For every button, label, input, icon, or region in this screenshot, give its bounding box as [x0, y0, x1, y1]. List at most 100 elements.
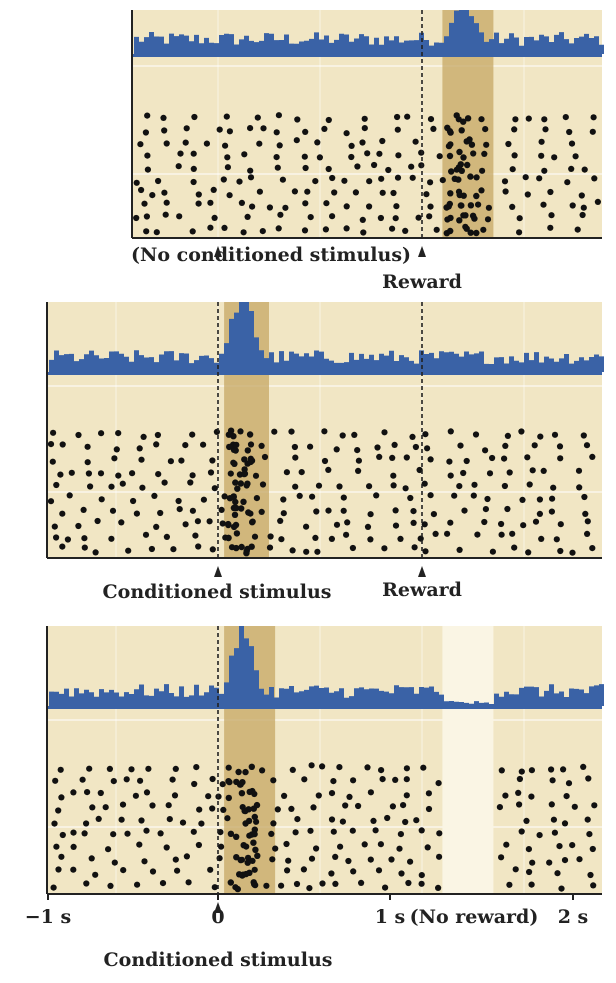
- spike-dot: [328, 816, 336, 823]
- spike-dot: [302, 164, 309, 172]
- spike-dot: [148, 545, 155, 553]
- spike-dot: [225, 764, 232, 771]
- spike-dot: [330, 828, 337, 835]
- spike-dot: [389, 454, 396, 461]
- spike-dot: [511, 126, 518, 133]
- spike-dot: [328, 790, 336, 797]
- spike-dot: [316, 154, 323, 161]
- spike-dot: [355, 802, 362, 810]
- spike-dot: [275, 225, 282, 232]
- x-tick-label: 2 s: [558, 906, 589, 928]
- spike-dot: [456, 546, 463, 554]
- spike-dot: [473, 174, 480, 181]
- spike-dot: [378, 767, 385, 774]
- spike-dot: [447, 214, 454, 222]
- spike-dot: [244, 859, 251, 866]
- spike-dot: [142, 129, 149, 136]
- spike-dot: [133, 214, 140, 222]
- spike-dot: [70, 866, 77, 873]
- spike-dot: [225, 521, 232, 529]
- spike-dot: [526, 481, 533, 488]
- spike-dot: [589, 845, 596, 853]
- spike-dot: [220, 176, 227, 183]
- spike-dot: [358, 879, 365, 887]
- spike-dot: [583, 442, 591, 449]
- spike-dot: [379, 189, 386, 196]
- spike-dot: [251, 830, 258, 838]
- spike-dot: [248, 543, 255, 550]
- spike-dot: [248, 763, 255, 770]
- spike-dot: [166, 816, 173, 823]
- spike-dot: [133, 179, 140, 186]
- spike-dot: [190, 178, 197, 186]
- spike-dot: [481, 150, 488, 157]
- spike-dot: [484, 495, 491, 503]
- spike-dot: [340, 494, 347, 501]
- spike-dot: [328, 535, 335, 543]
- spike-dot: [154, 431, 161, 439]
- spike-dot: [329, 174, 336, 182]
- spike-dot: [253, 818, 260, 825]
- histogram-bars: [134, 10, 604, 54]
- spike-dot: [207, 199, 214, 206]
- spike-dot: [382, 884, 389, 891]
- spike-dot: [551, 829, 559, 836]
- spike-dot: [343, 130, 350, 137]
- spike-dot: [506, 881, 513, 888]
- spike-dot: [481, 518, 488, 526]
- histogram-baseline: [47, 706, 602, 709]
- spike-dot: [524, 191, 531, 198]
- spike-dot: [268, 830, 275, 838]
- spike-dot: [136, 445, 143, 452]
- spike-dot: [302, 128, 309, 135]
- spike-dot: [274, 164, 281, 171]
- histogram-bars: [49, 302, 604, 372]
- spike-dot: [258, 508, 265, 515]
- spike-dot: [375, 867, 383, 874]
- spike-dot: [447, 227, 454, 235]
- spike-dot: [372, 827, 379, 834]
- spike-dot: [227, 470, 234, 477]
- spike-dot: [556, 843, 563, 850]
- spike-dot: [227, 830, 235, 837]
- spike-dot: [225, 794, 232, 802]
- spike-raster: [47, 427, 596, 557]
- spike-dot: [143, 213, 150, 220]
- spike-dot: [303, 523, 310, 530]
- spike-dot: [546, 859, 553, 866]
- spike-dot: [217, 829, 224, 836]
- spike-dot: [364, 523, 372, 531]
- spike-dot: [457, 202, 465, 209]
- spike-dot: [475, 201, 482, 208]
- spike-dot: [59, 510, 66, 517]
- spike-dot: [108, 483, 115, 490]
- spike-dot: [398, 870, 405, 877]
- spike-dot: [298, 469, 305, 476]
- spike-dot: [374, 444, 381, 451]
- spike-dot: [435, 884, 442, 892]
- spike-dot: [339, 432, 346, 439]
- spike-dot: [518, 828, 525, 835]
- event-label: Reward: [382, 579, 462, 601]
- spike-dot: [274, 806, 281, 813]
- spike-dot: [554, 870, 561, 877]
- spike-dot: [259, 228, 266, 235]
- spike-dot: [141, 200, 148, 207]
- spike-dot: [581, 493, 588, 501]
- spike-dot: [472, 431, 480, 438]
- spike-dot: [207, 469, 215, 476]
- spike-dot: [503, 841, 510, 848]
- spike-dot: [57, 471, 64, 478]
- spike-dot: [259, 767, 266, 774]
- spike-dot: [568, 165, 575, 172]
- spike-dot: [384, 814, 391, 822]
- spike-dot: [470, 150, 477, 157]
- spike-dot: [336, 764, 343, 771]
- spike-dot: [471, 215, 478, 222]
- spike-dot: [161, 189, 168, 196]
- spike-dot: [206, 518, 213, 525]
- spike-dot: [405, 879, 412, 887]
- spike-dot: [307, 443, 314, 450]
- spike-dot: [81, 544, 88, 551]
- spike-dot: [218, 506, 225, 513]
